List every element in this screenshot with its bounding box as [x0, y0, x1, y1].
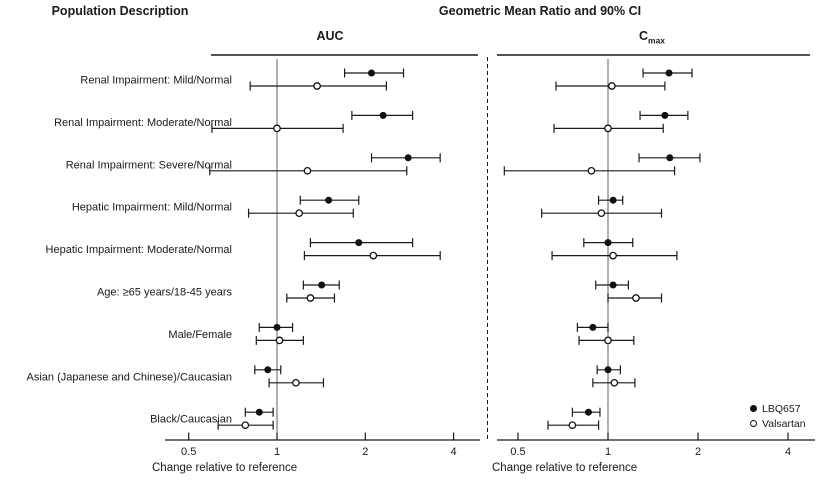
point-marker-open	[295, 209, 304, 218]
point-marker-filled	[325, 196, 333, 204]
x-axis-tick-label: 2	[695, 446, 701, 458]
point-marker-filled	[318, 281, 326, 289]
category-label: Hepatic Impairment: Moderate/Normal	[46, 244, 232, 256]
point-marker-open	[604, 336, 612, 345]
auc-panel-title: AUC	[316, 29, 344, 43]
legend-item-valsartan: Valsartan	[750, 416, 806, 431]
x-axis-tick-label: 0.5	[510, 446, 525, 458]
x-axis-tick-label: 4	[785, 446, 791, 458]
point-marker-open	[604, 124, 612, 133]
point-marker-filled	[368, 69, 376, 77]
point-marker-open	[609, 251, 617, 260]
x-axis-tick-label: 0.5	[181, 446, 196, 458]
legend-label-lbq657: LBQ657	[762, 402, 801, 415]
point-marker-open	[303, 166, 312, 175]
category-label: Asian (Japanese and Chinese)/Caucasian	[27, 371, 232, 383]
point-marker-open	[587, 166, 596, 175]
category-label: Age: ≥65 years/18-45 years	[97, 287, 233, 299]
legend: LBQ657 Valsartan	[750, 401, 806, 431]
category-label: Hepatic Impairment: Mild/Normal	[72, 202, 232, 214]
point-marker-filled	[609, 281, 617, 289]
point-marker-open	[597, 209, 606, 218]
point-marker-filled	[666, 154, 674, 162]
cmax-title-sub: max	[648, 35, 666, 46]
x-axis-tick-label: 1	[274, 446, 280, 458]
point-marker-filled	[665, 69, 673, 77]
point-marker-filled	[584, 408, 592, 416]
x-axis-caption: Change relative to reference	[152, 462, 297, 474]
x-axis-tick-label: 2	[362, 446, 368, 458]
point-marker-open	[241, 421, 250, 430]
point-marker-open	[632, 294, 640, 302]
point-marker-filled	[589, 323, 597, 331]
gmr-header: Geometric Mean Ratio and 90% CI	[438, 4, 642, 18]
filled-circle-icon	[750, 405, 757, 412]
point-marker-filled	[379, 111, 387, 119]
category-label: Male/Female	[168, 329, 232, 341]
point-marker-open	[568, 421, 577, 430]
cmax-title-main: C	[638, 29, 649, 43]
cmax-panel-title: Cmax	[639, 29, 665, 46]
point-marker-open	[306, 294, 315, 302]
category-label: Renal Impairment: Mild/Normal	[80, 75, 232, 87]
point-marker-open	[275, 336, 284, 345]
legend-item-lbq657: LBQ657	[750, 401, 806, 416]
point-marker-open	[610, 378, 619, 387]
x-axis-tick-label: 4	[451, 446, 457, 458]
point-marker-filled	[604, 239, 612, 247]
x-axis-tick-label: 1	[605, 446, 611, 458]
point-marker-filled	[255, 408, 263, 416]
point-marker-open	[369, 251, 378, 260]
open-circle-icon	[750, 420, 757, 427]
point-marker-open	[313, 82, 321, 90]
point-marker-open	[292, 378, 300, 387]
point-marker-filled	[264, 366, 272, 374]
point-marker-open	[607, 82, 616, 90]
category-label: Black/Caucasian	[150, 414, 232, 426]
point-marker-filled	[609, 196, 617, 204]
population-description-header: Population Description	[51, 4, 189, 18]
point-marker-filled	[273, 323, 281, 331]
x-axis-caption: Change relative to reference	[492, 462, 637, 474]
category-label: Renal Impairment: Severe/Normal	[66, 159, 232, 171]
point-marker-filled	[604, 366, 612, 374]
point-marker-open	[273, 124, 281, 133]
category-label: Renal Impairment: Moderate/Normal	[54, 117, 232, 129]
point-marker-filled	[355, 239, 363, 247]
point-marker-filled	[404, 154, 412, 162]
legend-label-valsartan: Valsartan	[762, 417, 806, 430]
point-marker-filled	[661, 111, 669, 119]
